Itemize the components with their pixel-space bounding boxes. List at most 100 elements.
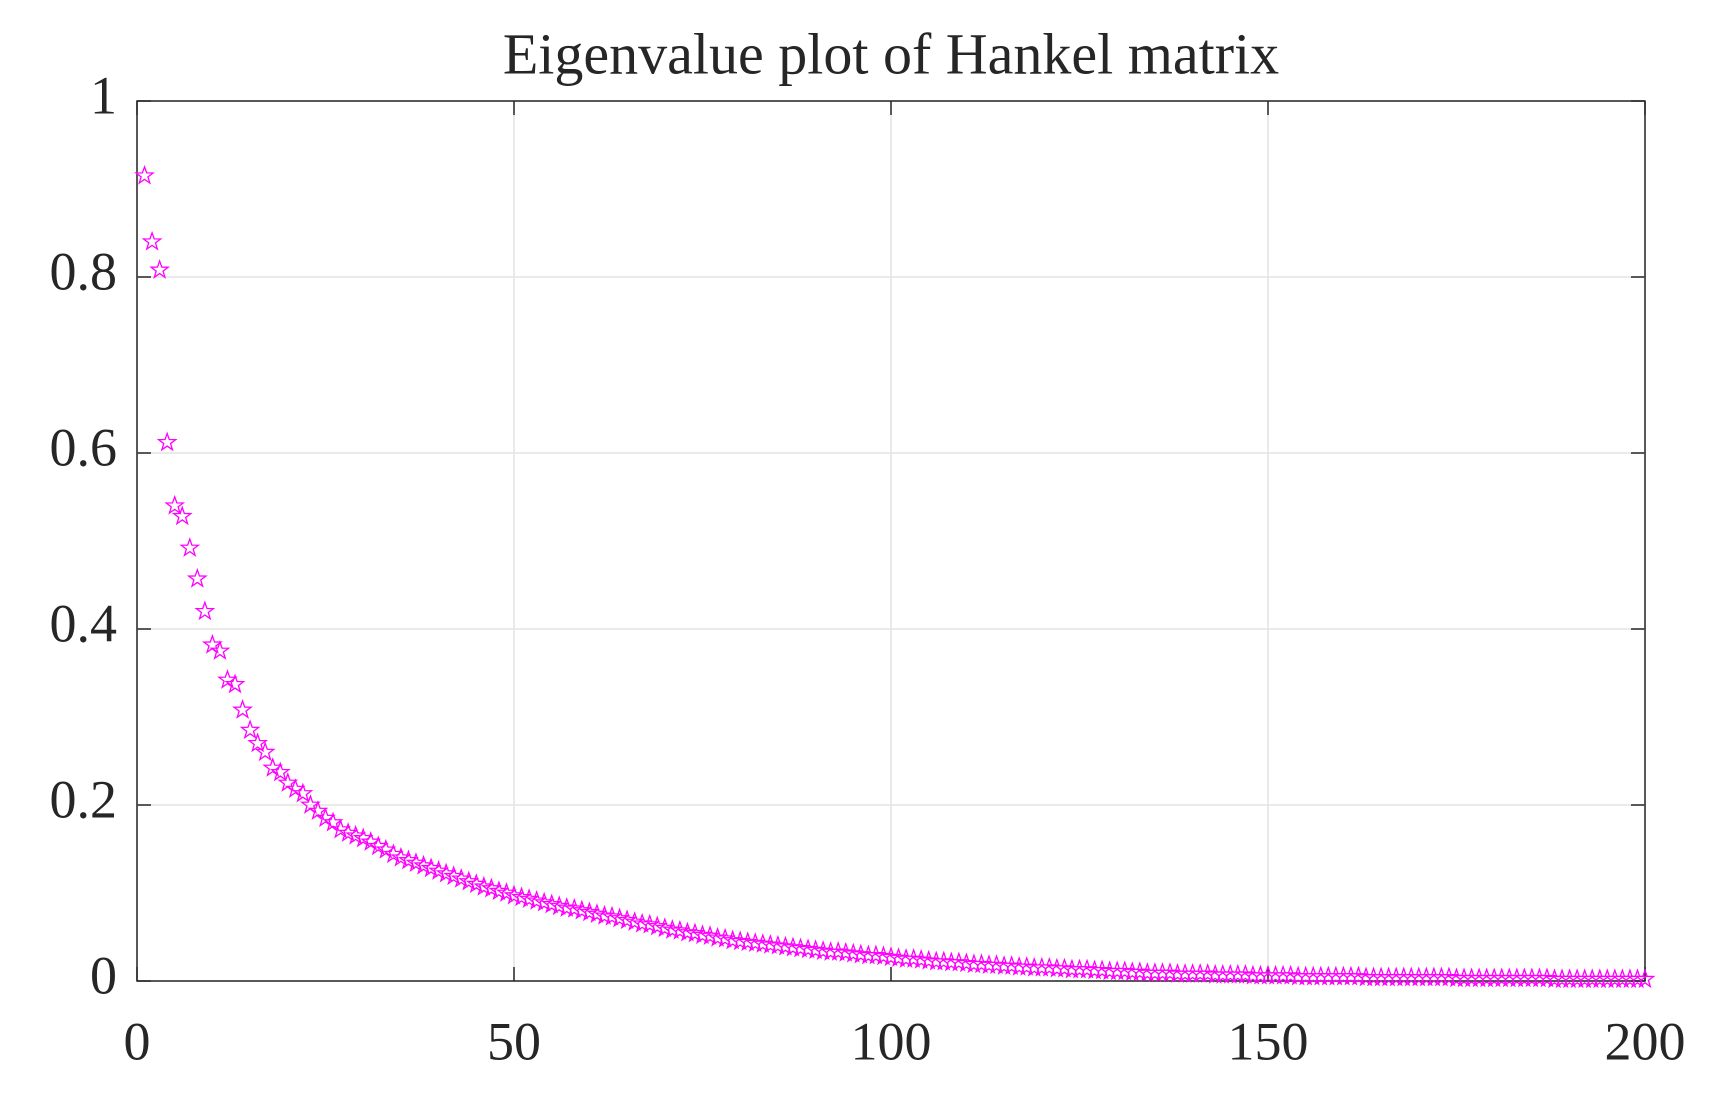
point (805, 939, 827, 960)
point (292, 782, 314, 803)
point (865, 944, 887, 965)
point (1536, 967, 1558, 988)
point (269, 761, 291, 782)
point (1121, 961, 1143, 982)
point (1340, 965, 1362, 986)
point (171, 505, 193, 526)
x-tick-label: 150 (1228, 1011, 1309, 1071)
point (1129, 961, 1151, 982)
point (963, 953, 985, 974)
point (978, 954, 1000, 975)
point (948, 951, 970, 972)
point (247, 732, 269, 753)
point (1227, 963, 1249, 984)
point (594, 904, 615, 925)
point (1046, 957, 1068, 978)
point (254, 741, 276, 762)
point (842, 942, 864, 963)
chart-title: Eigenvalue plot of Hankel matrix (503, 21, 1279, 86)
y-tick-label: 0.6 (50, 417, 118, 477)
point (164, 494, 186, 515)
point (910, 948, 932, 969)
x-tick-label: 50 (487, 1011, 541, 1071)
point (707, 926, 729, 947)
point (692, 924, 713, 945)
point (239, 719, 261, 740)
point (1053, 957, 1075, 978)
y-tick-label: 0.4 (50, 593, 118, 653)
point (925, 950, 947, 971)
point (232, 698, 254, 719)
point (1627, 968, 1648, 989)
point (676, 921, 698, 942)
point (1069, 958, 1090, 979)
point (661, 918, 683, 939)
point (971, 953, 992, 974)
point (903, 948, 925, 968)
point (1084, 959, 1106, 980)
point (1197, 962, 1219, 983)
point (782, 936, 804, 957)
point (156, 431, 178, 452)
point (1430, 966, 1452, 987)
point (1001, 955, 1023, 975)
point (895, 948, 917, 968)
point (827, 940, 849, 961)
point (955, 952, 977, 973)
point (1114, 960, 1136, 981)
point (797, 938, 819, 959)
point (224, 673, 246, 694)
point (737, 931, 759, 952)
point (918, 949, 940, 970)
point (1348, 965, 1369, 986)
point (1280, 964, 1302, 985)
plot-frame (136, 100, 1646, 982)
point (149, 258, 171, 279)
point (1189, 962, 1211, 983)
point (556, 896, 578, 917)
point (1076, 958, 1098, 979)
point (1008, 955, 1030, 976)
point (1634, 968, 1656, 989)
y-tick-label: 0.8 (50, 241, 118, 301)
point (134, 164, 155, 185)
point (759, 933, 781, 954)
x-tick-label: 200 (1605, 1011, 1686, 1071)
point (729, 930, 751, 951)
point (1091, 959, 1113, 980)
point (179, 537, 201, 557)
point (880, 946, 902, 967)
point (1106, 960, 1128, 981)
point (631, 912, 653, 933)
y-tick-label: 0 (90, 945, 117, 1005)
point (873, 945, 894, 966)
point (744, 932, 766, 953)
point (774, 935, 796, 956)
point (209, 640, 231, 660)
x-tick-label: 0 (124, 1011, 151, 1071)
point (1159, 962, 1181, 982)
y-tick-label: 0.2 (50, 769, 118, 829)
point (993, 955, 1015, 975)
point (722, 929, 744, 950)
point (1016, 955, 1038, 976)
point (820, 940, 842, 961)
point (1151, 962, 1173, 982)
point (186, 567, 208, 588)
point (812, 940, 834, 960)
y-tick-label: 1 (90, 65, 117, 125)
point (933, 950, 955, 971)
point (194, 600, 216, 621)
x-tick-label: 100 (851, 1011, 932, 1071)
point (835, 941, 857, 962)
point (141, 230, 163, 251)
point (1528, 967, 1550, 988)
point (1038, 956, 1060, 977)
point (986, 954, 1008, 975)
point (1272, 964, 1294, 985)
point (940, 951, 962, 972)
point (1031, 956, 1053, 977)
point (850, 943, 872, 964)
point (857, 944, 879, 965)
